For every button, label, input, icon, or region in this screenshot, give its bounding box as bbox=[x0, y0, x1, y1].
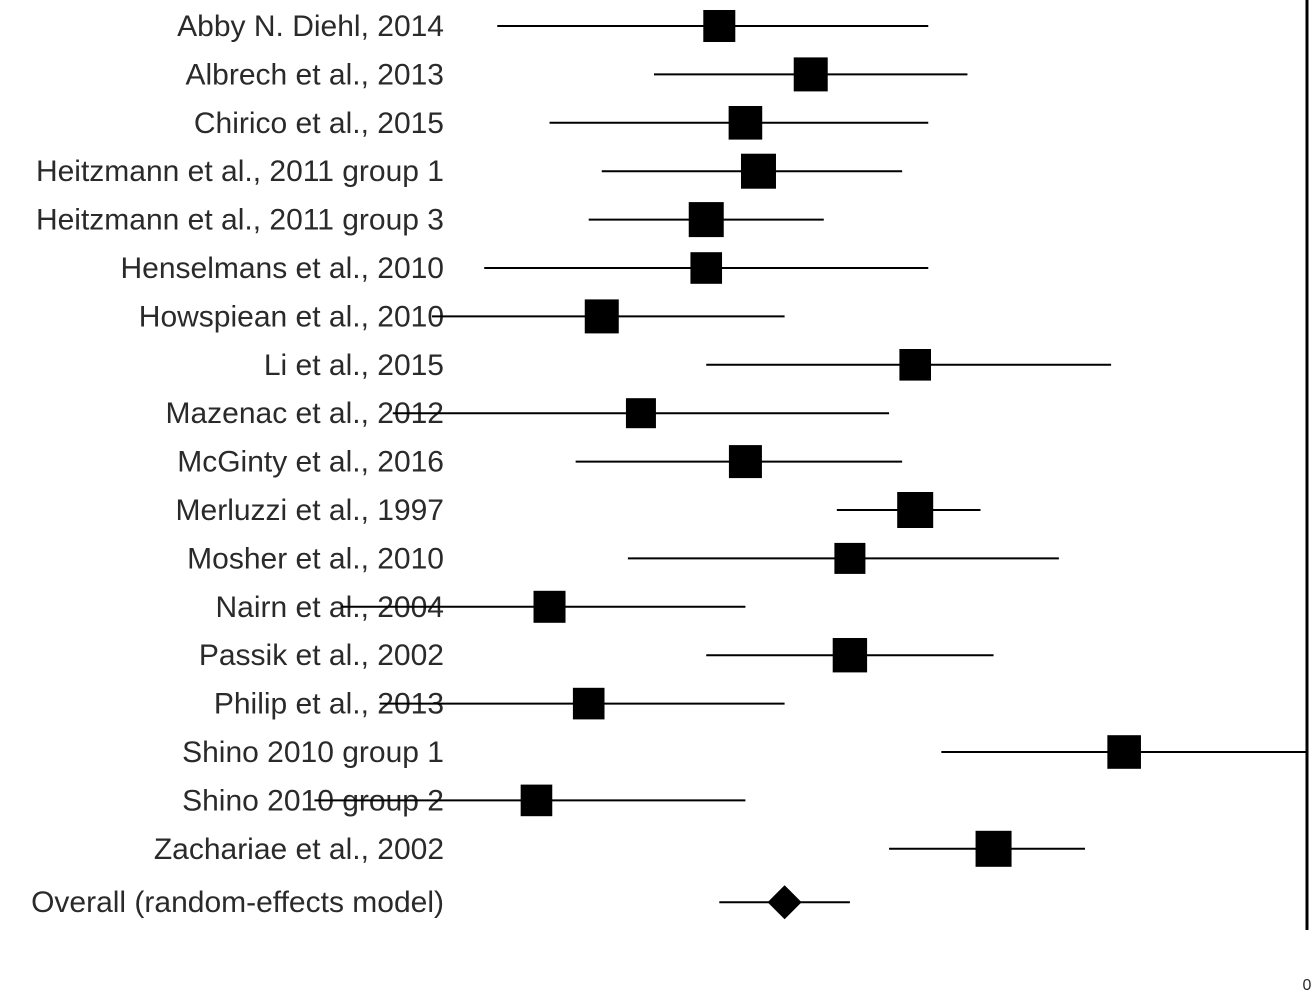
point-estimate-square bbox=[832, 638, 868, 673]
point-estimate-square bbox=[584, 299, 619, 334]
point-estimate-square bbox=[834, 542, 866, 574]
study-label: Zachariae et al., 2002 bbox=[154, 833, 444, 866]
study-label: Abby N. Diehl, 2014 bbox=[177, 10, 444, 43]
point-estimate-square bbox=[975, 830, 1012, 867]
point-estimate-square bbox=[520, 784, 553, 817]
study-label: Heitzmann et al., 2011 group 3 bbox=[36, 204, 444, 237]
x-tick-label: 0 bbox=[1303, 977, 1312, 994]
point-estimate-square bbox=[728, 445, 762, 479]
study-label: McGinty et al., 2016 bbox=[177, 446, 444, 479]
overall-label: Overall (random-effects model) bbox=[31, 886, 444, 919]
study-label: Howspiean et al., 2010 bbox=[139, 300, 444, 333]
point-estimate-square bbox=[533, 590, 566, 623]
point-estimate-square bbox=[793, 57, 828, 92]
study-label: Li et al., 2015 bbox=[264, 349, 444, 382]
point-estimate-square bbox=[625, 398, 656, 429]
overall-diamond bbox=[767, 885, 802, 920]
study-label: Chirico et al., 2015 bbox=[194, 107, 444, 140]
study-label: Shino 2010 group 1 bbox=[182, 736, 444, 769]
study-label: Mosher et al., 2010 bbox=[187, 542, 444, 575]
point-estimate-square bbox=[740, 153, 776, 189]
point-estimate-square bbox=[897, 492, 934, 528]
point-estimate-square bbox=[899, 349, 931, 381]
study-label: Passik et al., 2002 bbox=[199, 639, 444, 672]
study-label: Merluzzi et al., 1997 bbox=[176, 494, 444, 527]
study-label: Albrech et al., 2013 bbox=[185, 58, 444, 91]
study-label: Henselmans et al., 2010 bbox=[120, 252, 444, 285]
study-labels: Abby N. Diehl, 2014 Albrech et al., 2013 C… bbox=[31, 10, 444, 919]
point-estimate-square bbox=[703, 10, 736, 42]
point-estimate-square bbox=[728, 106, 763, 140]
study-label: Heitzmann et al., 2011 group 1 bbox=[36, 155, 444, 188]
point-estimate-square bbox=[690, 252, 723, 284]
point-estimate-square bbox=[1107, 735, 1141, 769]
study-marks bbox=[314, 10, 1307, 920]
point-estimate-square bbox=[688, 202, 724, 238]
point-estimate-square bbox=[572, 687, 605, 720]
